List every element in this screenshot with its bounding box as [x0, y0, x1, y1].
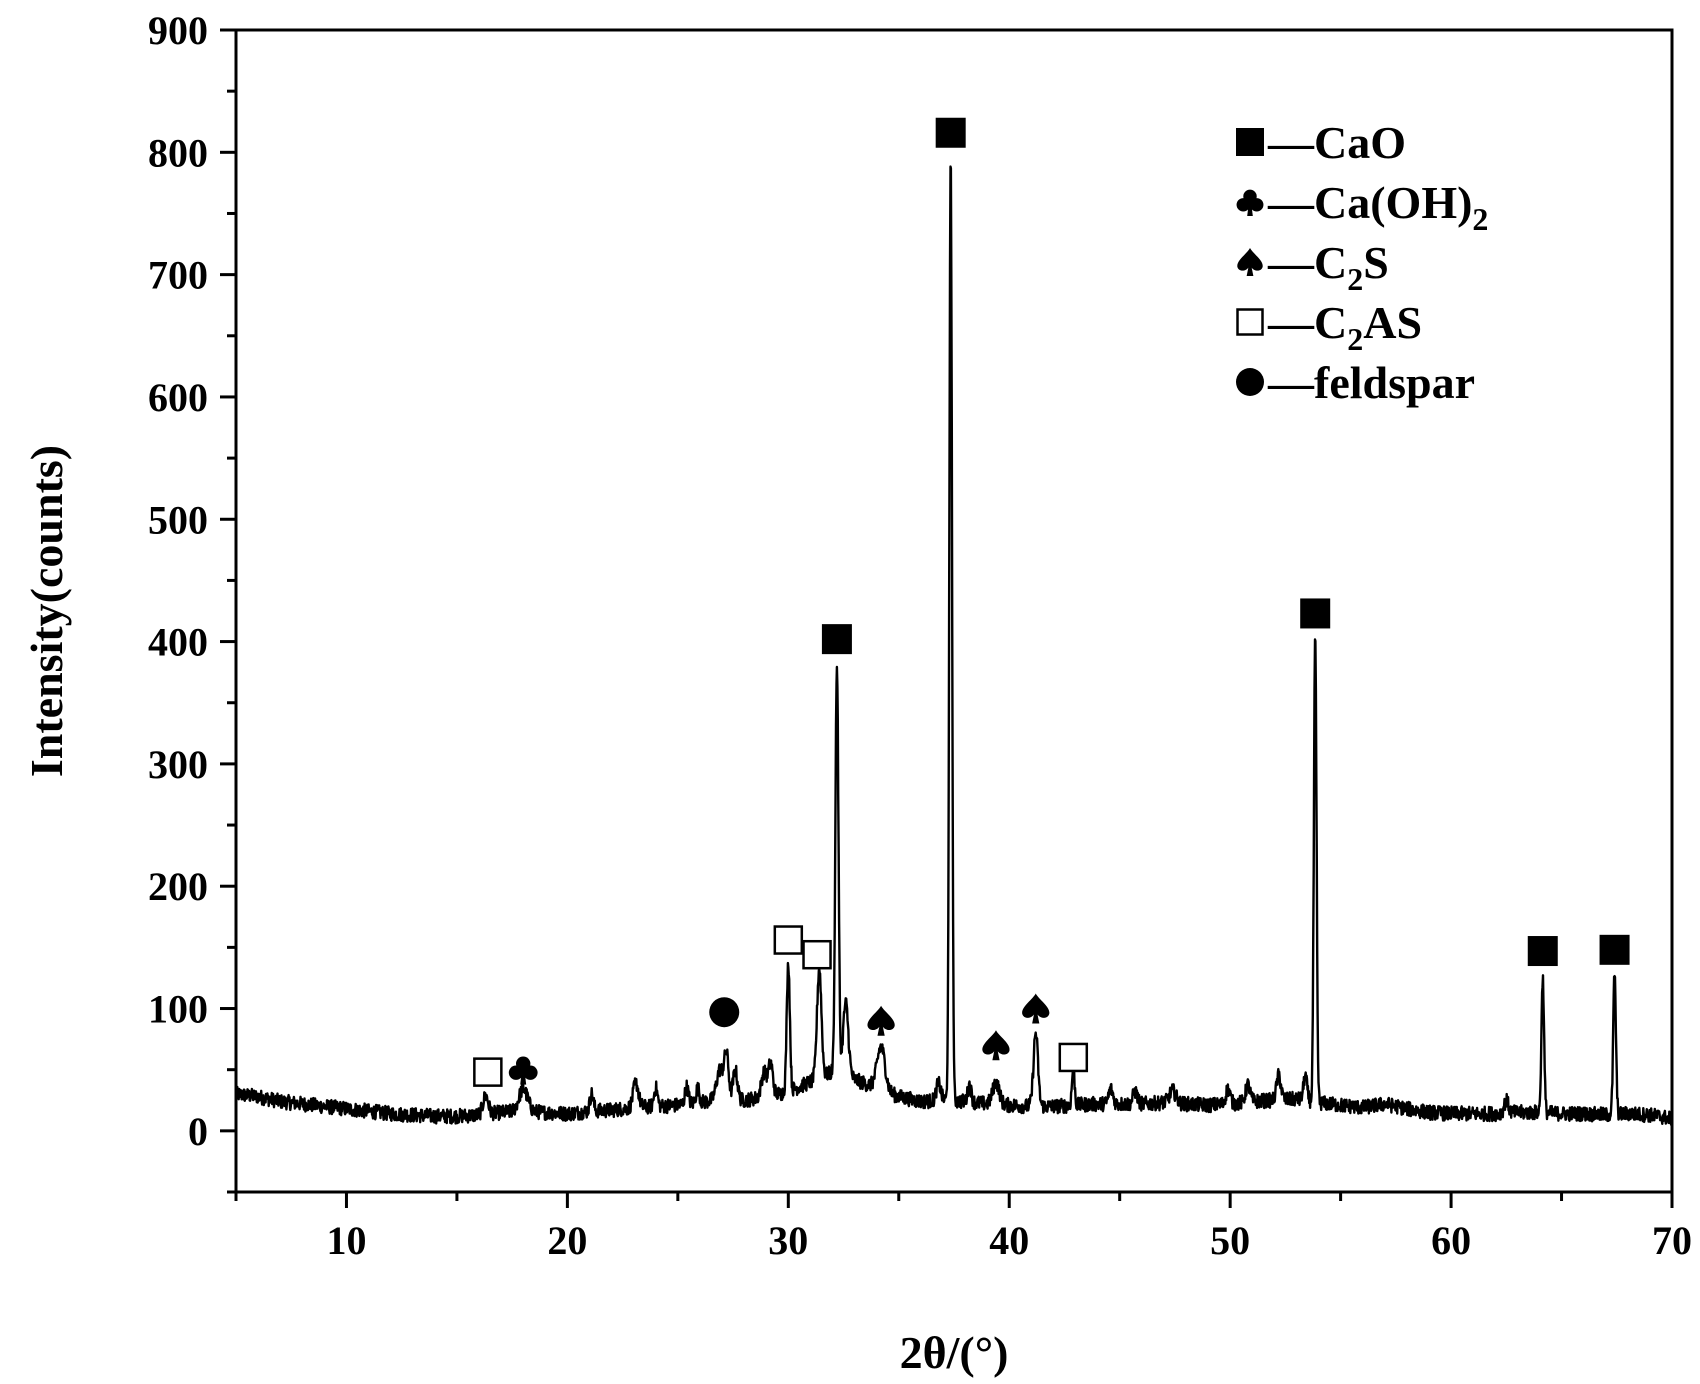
x-tick-label: 60: [1431, 1218, 1471, 1263]
phase-marker-filled-square: [935, 117, 966, 148]
phase-marker-filled-square: [1300, 598, 1331, 629]
legend-label: —feldspar: [1267, 357, 1475, 408]
legend-symbol-open-square: [1236, 308, 1264, 336]
phase-marker-filled-square: [1599, 934, 1630, 965]
phase-marker-club: [508, 1056, 538, 1085]
y-tick-label: 600: [148, 375, 208, 420]
y-tick-label: 400: [148, 620, 208, 665]
x-tick-label: 50: [1210, 1218, 1250, 1263]
phase-marker-spade: [982, 1030, 1010, 1061]
phase-marker-open-square: [773, 925, 804, 955]
phase-marker-filled-square: [821, 624, 852, 655]
y-tick-label: 900: [148, 8, 208, 53]
legend-label: —CaO: [1267, 117, 1406, 168]
x-tick-label: 10: [326, 1218, 366, 1263]
x-tick-label: 70: [1652, 1218, 1692, 1263]
y-axis-title: Intensity(counts): [21, 445, 72, 777]
plot-frame: [234, 28, 1674, 1194]
legend-label: —C2S: [1267, 237, 1389, 297]
x-tick-label: 20: [547, 1218, 587, 1263]
phase-marker-open-square: [802, 939, 832, 970]
plot-border: [234, 28, 1674, 1194]
phase-markers: [473, 117, 1630, 1087]
xrd-pattern-line: [234, 165, 1674, 1126]
legend-symbol-spade: [1237, 248, 1263, 276]
legend: —CaO —Ca(OH)2—C2S—C2AS—feldspar: [1236, 117, 1488, 408]
y-tick-label: 800: [148, 130, 208, 175]
x-axis-title: 2θ/(°): [900, 1327, 1009, 1378]
y-tick-label: 200: [148, 864, 208, 909]
y-tick-label: 700: [148, 253, 208, 298]
phase-marker-open-square: [473, 1057, 503, 1087]
x-tick-label: 30: [768, 1218, 808, 1263]
y-tick-label: 500: [148, 497, 208, 542]
x-tick-label: 40: [989, 1218, 1029, 1263]
phase-marker-filled-circle: [709, 997, 740, 1028]
x-axis: 10 20 30 40 50 60 70: [234, 1192, 1692, 1263]
phase-marker-spade: [867, 1005, 895, 1036]
y-tick-label: 0: [188, 1109, 208, 1154]
y-axis: 0 100 200 300 400 500 600 700 800 900: [148, 8, 236, 1194]
y-tick-label: 300: [148, 742, 208, 787]
legend-symbol-filled-circle: [1236, 368, 1264, 396]
phase-marker-open-square: [1058, 1042, 1089, 1073]
phase-marker-spade: [1022, 993, 1050, 1024]
y-tick-label: 100: [148, 987, 208, 1032]
legend-symbol-filled-square: [1236, 128, 1264, 156]
phase-marker-filled-square: [1527, 936, 1558, 967]
legend-label: —Ca(OH)2: [1267, 177, 1488, 237]
legend-symbol-club: [1236, 189, 1264, 216]
legend-label: —C2AS: [1267, 297, 1422, 357]
